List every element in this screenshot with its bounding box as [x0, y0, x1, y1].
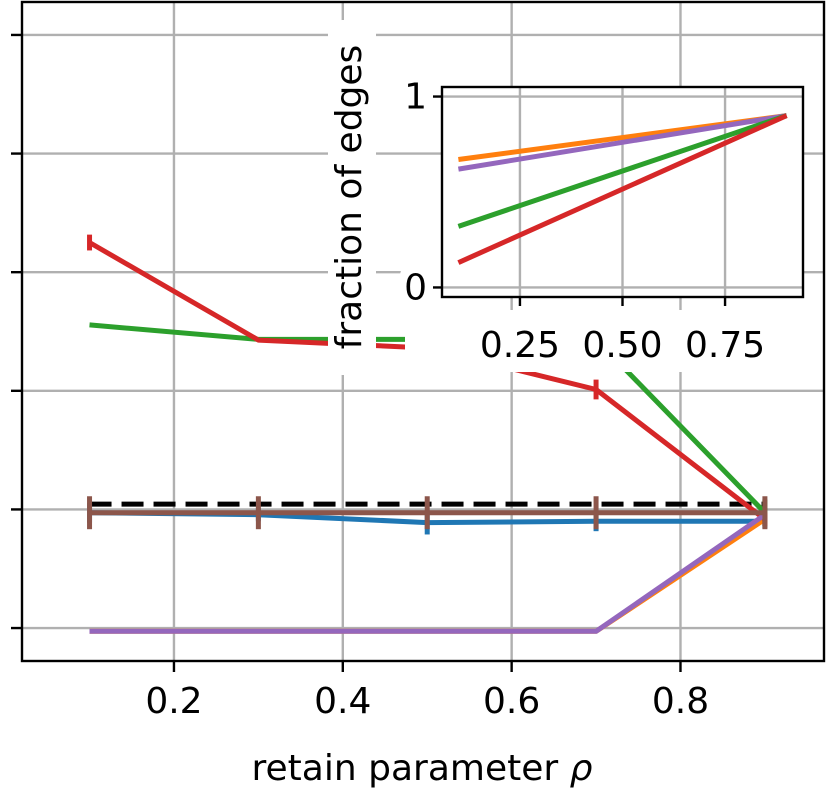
inset-x-tick-label-2: 0.75 [685, 325, 765, 366]
inset-y-tick-label-0: 0 [404, 267, 427, 308]
inset-x-tick-label-0: 0.25 [480, 325, 560, 366]
inset-y-tick-label-1: 1 [404, 77, 427, 118]
main-x-axis-label: retain parameter ρ [252, 748, 593, 789]
inset-label-halo-2 [400, 75, 442, 123]
main-series-4-line [89, 512, 767, 634]
main-x-tick-label-0: 0.2 [145, 681, 202, 722]
inset-x-tick-label-1: 0.50 [582, 325, 662, 366]
inset-label-halo-3 [400, 262, 442, 310]
main-x-axis-label-symbol: ρ [570, 748, 593, 789]
inset-label-halo-0 [405, 310, 775, 372]
inset-label-halo-1 [328, 20, 376, 375]
main-frame [20, 0, 826, 663]
main-x-tick-label-2: 0.6 [483, 681, 540, 722]
inset-series-2-line [457, 113, 788, 229]
inset-series-1-line [457, 113, 788, 172]
inset-series-3-line [457, 113, 788, 265]
main-x-axis-label-text: retain parameter [252, 748, 570, 789]
main-x-tick-label-3: 0.8 [652, 681, 709, 722]
inset-y-axis-label: fraction of edges [329, 45, 370, 350]
main-x-tick-label-1: 0.4 [314, 681, 371, 722]
inset-plot: 0.25 0.50 0.75 0 1 fraction of edges [328, 20, 805, 375]
